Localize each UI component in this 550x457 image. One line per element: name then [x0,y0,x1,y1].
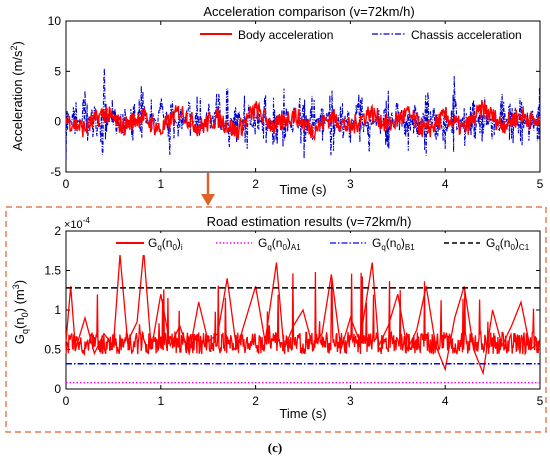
top-series-group [65,68,541,161]
top-plot-area [65,20,541,173]
bottom-legend-box [104,233,538,255]
y-tick-label: -5 [50,165,61,179]
series-gq-i-peaks [65,250,541,376]
x-tick-label: 3 [347,394,354,408]
x-tick-label: 4 [442,394,449,408]
legend-body-label: Body acceleration [238,28,333,42]
y-tick-label: 1 [54,303,61,317]
acceleration-chart: Acceleration comparison (v=72km/h) 0 1 2 3 4… [9,4,544,197]
x-tick-label: 1 [157,394,164,408]
y-tick-label: 0 [54,115,61,129]
y-tick-label: 10 [48,14,62,28]
top-chart-title: Acceleration comparison (v=72km/h) [203,4,414,19]
bottom-legend: Gq(n0)i Gq(n0)A1 Gq(n0)B1 Gq(n0)C1 [104,233,538,255]
x-tick-label: 0 [63,394,70,408]
top-x-axis-label: Time (s) [279,182,326,197]
x-tick-label: 5 [537,394,544,408]
x-tick-label: 3 [347,177,354,191]
x-tick-label: 2 [252,394,259,408]
connector-arrow [201,173,215,206]
x-tick-label: 4 [442,177,449,191]
bottom-series-group [65,250,541,384]
x-tick-label: 5 [537,177,544,191]
bottom-x-axis-label: Time (s) [279,406,326,421]
bottom-highlight-box [5,206,547,433]
figure-caption: (c) [268,440,282,455]
series-gq-i [65,271,541,356]
x-tick-label: 1 [157,177,164,191]
y-multiplier: ×10-4 [64,216,90,231]
top-y-axis-label: Acceleration (m/s2) [9,41,25,151]
y-tick-label: 0.5 [44,343,61,357]
y-tick-label: 5 [54,64,61,78]
top-legend-box [193,24,538,44]
legend-chassis-label: Chassis acceleration [411,28,522,42]
y-tick-label: 2 [54,224,61,238]
legend-gi-label: Gq(n0)i [148,236,183,252]
series-chassis-acceleration [65,68,541,161]
series-body-acceleration [65,99,541,142]
x-tick-label: 2 [252,177,259,191]
top-legend: Body acceleration Chassis acceleration [193,24,538,44]
bottom-chart-title: Road estimation results (v=72km/h) [207,214,412,229]
y-tick-label: 1.5 [44,264,61,278]
road-estimation-chart: Road estimation results (v=72km/h) ×10-4… [11,214,544,421]
x-tick-label: 0 [63,177,70,191]
bottom-y-axis-label: Gq(n0) (m3) [11,280,30,344]
bottom-axes: 0 1 2 3 4 5 0 0.5 1 1.5 2 [44,224,543,408]
y-tick-label: 0 [54,382,61,396]
